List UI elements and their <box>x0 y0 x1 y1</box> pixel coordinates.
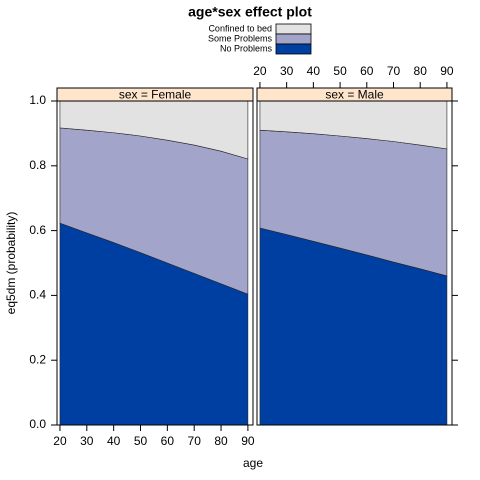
x-tick-label: 60 <box>161 434 175 448</box>
legend-label: No Problems <box>220 43 273 53</box>
x-tick-label: 80 <box>414 64 428 78</box>
x-tick-label: 30 <box>280 64 294 78</box>
legend-key <box>275 33 312 45</box>
chart-title: age*sex effect plot <box>188 4 312 20</box>
x-tick-label: 40 <box>307 64 321 78</box>
x-tick-label: 50 <box>333 64 347 78</box>
x-tick-label: 50 <box>134 434 148 448</box>
y-tick-label: 0.6 <box>29 223 46 237</box>
x-tick-label: 30 <box>80 434 94 448</box>
legend-label: Confined to bed <box>208 23 272 33</box>
x-axis-label: age <box>243 456 263 470</box>
x-tick-label: 60 <box>360 64 374 78</box>
y-tick-label: 1.0 <box>29 93 46 107</box>
x-tick-label: 70 <box>387 64 401 78</box>
x-tick-label: 90 <box>241 434 255 448</box>
x-tick-label: 20 <box>53 434 67 448</box>
legend-key <box>275 23 312 35</box>
y-tick-label: 0.8 <box>29 158 46 172</box>
legend-key <box>275 43 312 55</box>
x-tick-label: 70 <box>188 434 202 448</box>
y-tick-label: 0.2 <box>29 352 46 366</box>
x-tick-label: 20 <box>253 64 267 78</box>
y-tick-label: 0.4 <box>29 288 46 302</box>
strip <box>256 87 453 102</box>
strip-label: sex = Male <box>325 88 384 102</box>
y-axis-label: eq5dm (probability) <box>4 212 18 315</box>
legend-label: Some Problems <box>208 33 273 43</box>
strip-label: sex = Female <box>119 88 192 102</box>
strip <box>56 87 254 102</box>
y-tick-label: 0.0 <box>29 417 46 431</box>
x-tick-label: 40 <box>107 434 121 448</box>
x-tick-label: 90 <box>440 64 454 78</box>
x-tick-label: 80 <box>214 434 228 448</box>
